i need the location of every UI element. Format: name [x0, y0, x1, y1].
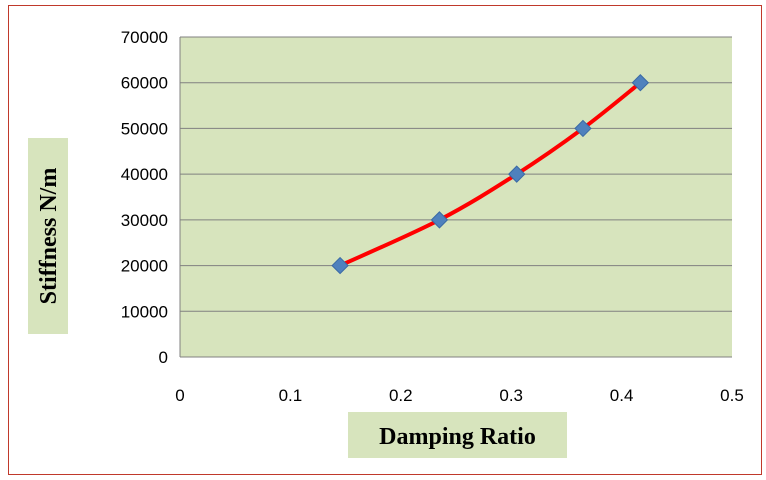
x-tick-label: 0	[175, 386, 184, 405]
data-point-marker	[331, 256, 349, 275]
data-point-marker	[430, 211, 449, 229]
plot-area	[180, 37, 732, 357]
y-tick-label: 0	[159, 348, 168, 367]
data-point-marker	[631, 74, 650, 92]
y-tick-label: 20000	[121, 257, 168, 276]
y-tick-labels: 0 10000 20000 30000 40000 50000 60000 70000	[121, 28, 168, 367]
y-axis-title: Stiffness N/m	[28, 138, 68, 334]
data-point-marker	[508, 165, 526, 183]
x-tick-labels: 0 0.1 0.2 0.3 0.4 0.5	[175, 386, 744, 405]
x-tick-label: 0.3	[499, 386, 523, 405]
x-tick-label: 0.4	[610, 386, 634, 405]
y-tick-label: 70000	[121, 28, 168, 47]
x-tick-label: 0.1	[279, 386, 303, 405]
y-tick-label: 40000	[121, 165, 168, 184]
x-axis-title-background	[348, 412, 567, 458]
y-tick-label: 60000	[121, 74, 168, 93]
y-tick-label: 50000	[121, 119, 168, 138]
data-point-marker	[574, 119, 592, 138]
x-tick-label: 0.5	[720, 386, 744, 405]
axes	[179, 37, 732, 358]
y-axis-title-background	[28, 138, 68, 334]
x-axis-title-text: Damping Ratio	[379, 424, 536, 450]
y-tick-label: 10000	[121, 302, 168, 321]
y-axis-title-text: Stiffness N/m	[36, 168, 62, 305]
series	[331, 74, 650, 275]
x-axis-title: Damping Ratio	[348, 412, 567, 458]
y-tick-label: 30000	[121, 211, 168, 230]
x-tick-label: 0.2	[389, 386, 413, 405]
